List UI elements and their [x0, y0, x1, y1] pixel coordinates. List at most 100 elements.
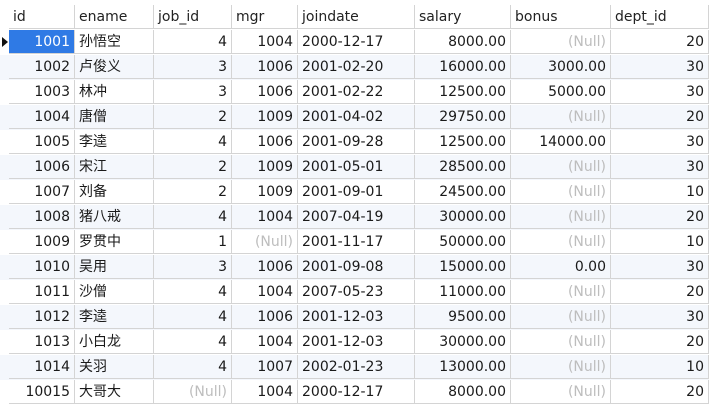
- cell-job-id[interactable]: 4: [154, 355, 232, 379]
- row-indicator[interactable]: [0, 105, 9, 129]
- table-row[interactable]: 1011 沙僧 4 1004 2007-05-23 11000.00 (Null) 20: [0, 280, 709, 305]
- row-indicator[interactable]: [0, 180, 9, 204]
- cell-mgr[interactable]: 1006: [232, 55, 298, 79]
- cell-id[interactable]: 1008: [9, 205, 75, 229]
- cell-dept-id[interactable]: 30: [611, 55, 709, 79]
- cell-salary[interactable]: 29750.00: [415, 105, 511, 129]
- cell-dept-id[interactable]: 20: [611, 280, 709, 304]
- table-row[interactable]: 1006 宋江 2 1009 2001-05-01 28500.00 (Null) 30: [0, 155, 709, 180]
- row-indicator[interactable]: [0, 55, 9, 79]
- row-indicator[interactable]: [0, 280, 9, 304]
- cell-bonus[interactable]: (Null): [511, 180, 611, 204]
- cell-joindate[interactable]: 2001-12-03: [298, 330, 415, 354]
- cell-dept-id[interactable]: 20: [611, 380, 709, 404]
- cell-salary[interactable]: 30000.00: [415, 330, 511, 354]
- cell-mgr[interactable]: 1006: [232, 305, 298, 329]
- row-indicator[interactable]: [0, 255, 9, 279]
- cell-id[interactable]: 1011: [9, 280, 75, 304]
- cell-bonus[interactable]: (Null): [511, 105, 611, 129]
- table-row[interactable]: 1003 林冲 3 1006 2001-02-22 12500.00 5000.00 30: [0, 80, 709, 105]
- cell-job-id[interactable]: 4: [154, 305, 232, 329]
- cell-job-id[interactable]: 4: [154, 130, 232, 154]
- cell-ename[interactable]: 林冲: [75, 80, 154, 104]
- cell-job-id[interactable]: 4: [154, 330, 232, 354]
- cell-bonus[interactable]: (Null): [511, 205, 611, 229]
- cell-mgr[interactable]: 1004: [232, 30, 298, 54]
- column-header-dept-id[interactable]: dept_id: [611, 5, 709, 29]
- cell-job-id[interactable]: 3: [154, 55, 232, 79]
- cell-dept-id[interactable]: 20: [611, 330, 709, 354]
- cell-mgr[interactable]: 1006: [232, 80, 298, 104]
- table-row[interactable]: 1004 唐僧 2 1009 2001-04-02 29750.00 (Null) 20: [0, 105, 709, 130]
- table-row[interactable]: 1007 刘备 2 1009 2001-09-01 24500.00 (Null) 10: [0, 180, 709, 205]
- cell-ename[interactable]: 沙僧: [75, 280, 154, 304]
- row-indicator[interactable]: [0, 205, 9, 229]
- column-header-ename[interactable]: ename: [75, 5, 154, 29]
- column-header-bonus[interactable]: bonus: [511, 5, 611, 29]
- column-header-mgr[interactable]: mgr: [232, 5, 298, 29]
- cell-mgr[interactable]: 1004: [232, 205, 298, 229]
- cell-dept-id[interactable]: 10: [611, 355, 709, 379]
- cell-salary[interactable]: 8000.00: [415, 380, 511, 404]
- cell-job-id[interactable]: 1: [154, 230, 232, 254]
- column-header-id[interactable]: id: [9, 5, 75, 29]
- cell-joindate[interactable]: 2001-09-08: [298, 255, 415, 279]
- cell-id[interactable]: 1014: [9, 355, 75, 379]
- cell-mgr[interactable]: (Null): [232, 230, 298, 254]
- cell-joindate[interactable]: 2002-01-23: [298, 355, 415, 379]
- cell-joindate[interactable]: 2000-12-17: [298, 380, 415, 404]
- cell-job-id[interactable]: 4: [154, 280, 232, 304]
- row-indicator[interactable]: [0, 305, 9, 329]
- cell-ename[interactable]: 李逵: [75, 305, 154, 329]
- cell-id[interactable]: 10015: [9, 380, 75, 404]
- cell-joindate[interactable]: 2001-11-17: [298, 230, 415, 254]
- cell-joindate[interactable]: 2001-12-03: [298, 305, 415, 329]
- cell-joindate[interactable]: 2007-05-23: [298, 280, 415, 304]
- column-header-joindate[interactable]: joindate: [298, 5, 415, 29]
- cell-dept-id[interactable]: 20: [611, 30, 709, 54]
- cell-job-id[interactable]: 3: [154, 255, 232, 279]
- cell-salary[interactable]: 50000.00: [415, 230, 511, 254]
- cell-salary[interactable]: 28500.00: [415, 155, 511, 179]
- cell-bonus[interactable]: 0.00: [511, 255, 611, 279]
- table-row[interactable]: 1013 小白龙 4 1004 2001-12-03 30000.00 (Null) 20: [0, 330, 709, 355]
- cell-ename[interactable]: 罗贯中: [75, 230, 154, 254]
- cell-mgr[interactable]: 1004: [232, 380, 298, 404]
- cell-mgr[interactable]: 1004: [232, 280, 298, 304]
- cell-ename[interactable]: 大哥大: [75, 380, 154, 404]
- cell-dept-id[interactable]: 30: [611, 305, 709, 329]
- cell-bonus[interactable]: (Null): [511, 330, 611, 354]
- cell-mgr[interactable]: 1006: [232, 130, 298, 154]
- cell-dept-id[interactable]: 30: [611, 255, 709, 279]
- cell-id[interactable]: 1009: [9, 230, 75, 254]
- cell-joindate[interactable]: 2001-02-22: [298, 80, 415, 104]
- cell-job-id[interactable]: 2: [154, 105, 232, 129]
- table-row[interactable]: 10015 大哥大 (Null) 1004 2000-12-17 8000.00 (Null…: [0, 380, 709, 405]
- cell-dept-id[interactable]: 10: [611, 230, 709, 254]
- table-row[interactable]: 1002 卢俊义 3 1006 2001-02-20 16000.00 3000.00 30: [0, 55, 709, 80]
- cell-ename[interactable]: 小白龙: [75, 330, 154, 354]
- cell-joindate[interactable]: 2001-09-01: [298, 180, 415, 204]
- cell-id[interactable]: 1007: [9, 180, 75, 204]
- cell-joindate[interactable]: 2001-09-28: [298, 130, 415, 154]
- row-indicator[interactable]: [0, 130, 9, 154]
- row-indicator[interactable]: [0, 380, 9, 404]
- cell-id[interactable]: 1001: [9, 30, 75, 54]
- cell-bonus[interactable]: 5000.00: [511, 80, 611, 104]
- table-row[interactable]: 1008 猪八戒 4 1004 2007-04-19 30000.00 (Null) 20: [0, 205, 709, 230]
- cell-ename[interactable]: 孙悟空: [75, 30, 154, 54]
- cell-salary[interactable]: 12500.00: [415, 80, 511, 104]
- cell-id[interactable]: 1005: [9, 130, 75, 154]
- cell-ename[interactable]: 卢俊义: [75, 55, 154, 79]
- cell-mgr[interactable]: 1007: [232, 355, 298, 379]
- row-indicator[interactable]: [0, 155, 9, 179]
- row-indicator[interactable]: [0, 330, 9, 354]
- cell-salary[interactable]: 13000.00: [415, 355, 511, 379]
- cell-joindate[interactable]: 2000-12-17: [298, 30, 415, 54]
- cell-bonus[interactable]: (Null): [511, 305, 611, 329]
- cell-joindate[interactable]: 2007-04-19: [298, 205, 415, 229]
- cell-id[interactable]: 1013: [9, 330, 75, 354]
- cell-bonus[interactable]: (Null): [511, 155, 611, 179]
- cell-mgr[interactable]: 1009: [232, 180, 298, 204]
- cell-id[interactable]: 1010: [9, 255, 75, 279]
